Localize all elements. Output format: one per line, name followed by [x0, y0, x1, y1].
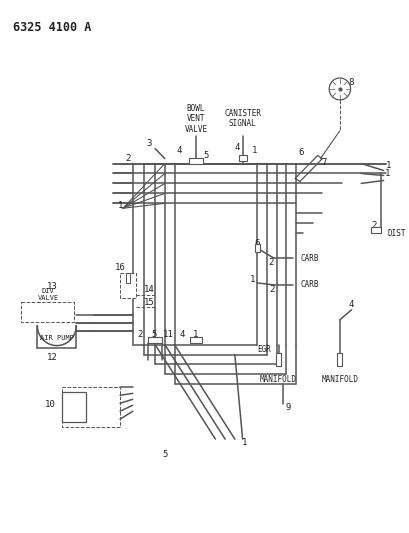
- Bar: [61, 392, 86, 422]
- Bar: [370, 227, 380, 233]
- Bar: [238, 155, 246, 160]
- Text: 4: 4: [234, 143, 239, 152]
- Text: 5: 5: [202, 151, 208, 160]
- Text: 2: 2: [137, 330, 143, 339]
- Text: MANIFOLD: MANIFOLD: [321, 375, 357, 384]
- Text: 1: 1: [385, 161, 390, 170]
- Text: AIR PUMP: AIR PUMP: [40, 335, 74, 341]
- Bar: [190, 337, 201, 343]
- Text: 5: 5: [151, 330, 156, 339]
- Text: 2: 2: [125, 154, 130, 163]
- Text: 6: 6: [298, 148, 303, 157]
- Text: 1: 1: [241, 438, 247, 447]
- Text: 1: 1: [117, 201, 122, 210]
- Text: 11: 11: [163, 330, 174, 339]
- Text: 5: 5: [162, 449, 167, 458]
- Text: DIST: DIST: [387, 229, 405, 238]
- Text: 15: 15: [144, 298, 154, 308]
- Text: 13: 13: [47, 282, 57, 292]
- Text: DIV
VALVE: DIV VALVE: [37, 288, 58, 301]
- Text: 1: 1: [384, 169, 389, 178]
- Text: 1: 1: [251, 146, 256, 155]
- Bar: [254, 244, 259, 252]
- Text: 4: 4: [179, 330, 184, 339]
- Text: 2: 2: [267, 257, 273, 266]
- Bar: [21, 302, 74, 322]
- Text: 6: 6: [254, 239, 259, 248]
- Text: 8: 8: [348, 78, 353, 87]
- Text: 4: 4: [176, 146, 182, 155]
- Text: 4: 4: [348, 300, 353, 309]
- Text: 10: 10: [45, 400, 55, 409]
- Text: 6325 4100 A: 6325 4100 A: [13, 21, 91, 34]
- Text: 1: 1: [193, 330, 198, 339]
- Bar: [148, 337, 162, 343]
- Text: CANISTER
SIGNAL: CANISTER SIGNAL: [224, 109, 261, 128]
- Text: MANIFOLD: MANIFOLD: [259, 375, 297, 384]
- Bar: [189, 158, 202, 164]
- Text: 12: 12: [47, 353, 57, 362]
- Circle shape: [328, 78, 350, 100]
- Bar: [61, 387, 120, 427]
- Text: CARB: CARB: [300, 254, 319, 263]
- Bar: [276, 352, 280, 367]
- Text: EGR: EGR: [256, 345, 270, 354]
- Text: 2: 2: [268, 285, 274, 294]
- Text: 3: 3: [146, 139, 152, 148]
- Text: 2: 2: [370, 221, 376, 230]
- Text: 9: 9: [285, 403, 290, 412]
- Text: 1: 1: [249, 276, 254, 285]
- Bar: [120, 273, 135, 298]
- Bar: [337, 352, 342, 367]
- Text: 14: 14: [144, 285, 154, 294]
- Text: BOWL
VENT
VALVE: BOWL VENT VALVE: [184, 104, 207, 134]
- Text: 16: 16: [115, 263, 125, 272]
- Text: 7: 7: [321, 158, 326, 167]
- Bar: [126, 273, 130, 283]
- Text: CARB: CARB: [300, 280, 319, 289]
